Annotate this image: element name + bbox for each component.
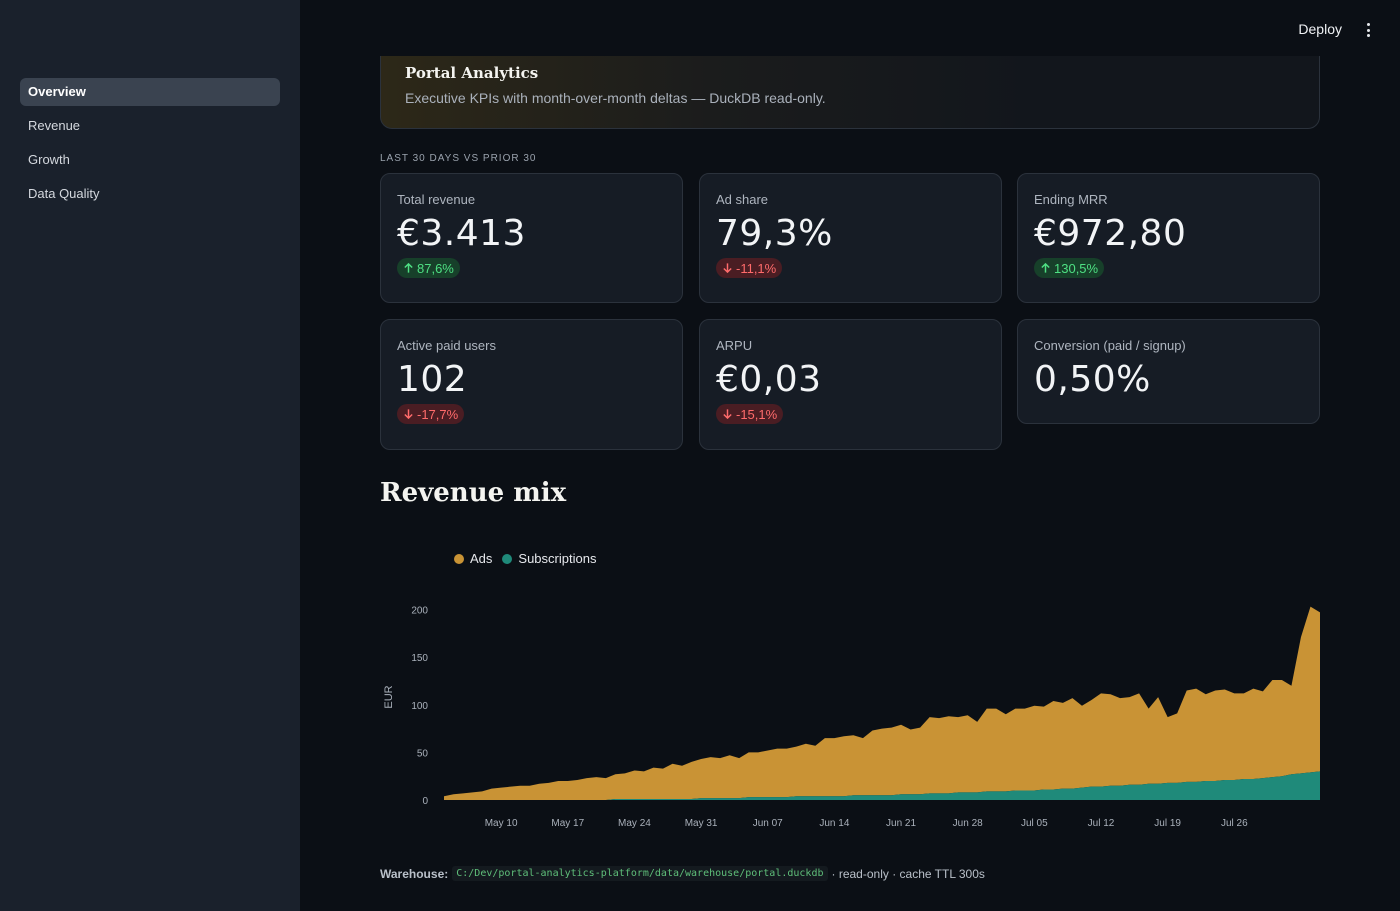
y-tick-label: 200 [411, 606, 428, 617]
legend-label: Subscriptions [518, 551, 597, 566]
y-tick-label: 100 [411, 701, 428, 712]
kpi-delta-badge: -15,1% [716, 404, 784, 424]
kpi-delta-value: -15,1% [736, 406, 778, 422]
x-tick-label: Jul 26 [1221, 818, 1248, 829]
y-tick-label: 150 [411, 653, 428, 664]
arrow-down-icon [723, 409, 732, 420]
x-tick-label: Jun 28 [953, 818, 983, 829]
kpi-label: Total revenue [397, 192, 476, 207]
series-area-ads[interactable] [444, 606, 1320, 800]
kpi-delta-badge: -11,1% [716, 258, 783, 278]
kpi-label: Ad share [716, 192, 769, 207]
sidebar-item-growth[interactable]: Growth [28, 152, 70, 167]
x-tick-label: Jul 12 [1088, 818, 1115, 829]
x-tick-label: Jul 19 [1154, 818, 1181, 829]
kpi-conversion: Conversion (paid / signup) 0,50% [1017, 319, 1320, 424]
kpi-section-label: LAST 30 DAYS VS PRIOR 30 [380, 153, 537, 164]
revenue-mix-chart[interactable]: EUR 0 50 100 150 200 May 10 May 17 May 24 May 31 J… [380, 590, 1320, 840]
sidebar-item-data-quality[interactable]: Data Quality [28, 186, 100, 201]
kpi-value: €972,80 [1034, 213, 1187, 254]
x-tick-label: May 24 [618, 818, 651, 829]
legend-dot-ads [454, 553, 464, 564]
x-tick-label: May 31 [685, 818, 718, 829]
x-tick-label: May 17 [551, 818, 584, 829]
kpi-delta-badge: -17,7% [397, 404, 465, 424]
kpi-delta-value: -17,7% [417, 406, 459, 422]
arrow-up-icon [404, 262, 413, 273]
deploy-button[interactable]: Deploy [1298, 21, 1342, 37]
kpi-value: 0,50% [1034, 359, 1151, 400]
kpi-value: €0,03 [716, 359, 822, 400]
kpi-delta-badge: 130,5% [1034, 258, 1105, 278]
kpi-label: Active paid users [397, 338, 496, 353]
legend-label: Ads [470, 551, 493, 566]
page-title: Portal Analytics [405, 64, 539, 82]
kpi-label: Conversion (paid / signup) [1034, 338, 1186, 353]
revenue-mix-heading: Revenue mix [380, 478, 567, 508]
kpi-ad-share: Ad share 79,3% -11,1% [699, 173, 1002, 303]
legend-item-subscriptions[interactable]: Subscriptions [502, 551, 596, 566]
warehouse-path: C:/Dev/portal-analytics-platform/data/wa… [452, 866, 828, 881]
kpi-value: 79,3% [716, 213, 833, 254]
page-subtitle: Executive KPIs with month-over-month del… [405, 90, 826, 106]
sidebar-item-overview[interactable]: Overview [20, 78, 280, 106]
series-area-subscriptions[interactable] [444, 771, 1320, 800]
footer-suffix: · read-only · cache TTL 300s [831, 866, 985, 881]
arrow-down-icon [404, 409, 413, 420]
kpi-active-paid-users: Active paid users 102 -17,7% [380, 319, 683, 450]
x-tick-label: Jul 05 [1021, 818, 1048, 829]
kpi-label: ARPU [716, 338, 753, 353]
legend-item-ads[interactable]: Ads [454, 551, 492, 566]
kebab-menu-icon[interactable] [1362, 21, 1374, 39]
kpi-arpu: ARPU €0,03 -15,1% [699, 319, 1002, 450]
legend-dot-subscriptions [502, 553, 513, 564]
arrow-up-icon [1041, 262, 1050, 273]
kpi-delta-value: 130,5% [1054, 260, 1099, 276]
kpi-label: Ending MRR [1034, 192, 1108, 207]
x-tick-label: Jun 14 [819, 818, 849, 829]
sidebar-item-revenue[interactable]: Revenue [28, 118, 81, 133]
sidebar: Overview Revenue Growth Data Quality [0, 0, 300, 911]
kpi-value: 102 [397, 359, 468, 400]
footer-warehouse-info: Warehouse: C:/Dev/portal-analytics-platf… [380, 866, 985, 881]
kpi-ending-mrr: Ending MRR €972,80 130,5% [1017, 173, 1320, 303]
y-tick-label: 0 [422, 796, 428, 807]
y-tick-label: 50 [417, 748, 429, 759]
footer-label: Warehouse: [380, 866, 449, 881]
kpi-delta-value: -11,1% [736, 260, 777, 276]
kpi-total-revenue: Total revenue €3.413 87,6% [380, 173, 683, 303]
topbar: Deploy [300, 0, 1400, 60]
kpi-delta-value: 87,6% [417, 260, 454, 276]
kpi-value: €3.413 [397, 213, 526, 254]
y-axis-label: EUR [383, 685, 395, 708]
arrow-down-icon [723, 263, 732, 274]
x-tick-label: Jun 21 [886, 818, 916, 829]
kpi-delta-badge: 87,6% [397, 258, 460, 278]
x-tick-label: Jun 07 [753, 818, 783, 829]
x-tick-label: May 10 [485, 818, 518, 829]
chart-legend: Ads Subscriptions [454, 551, 596, 566]
hero-banner: Portal Analytics Executive KPIs with mon… [380, 56, 1320, 129]
